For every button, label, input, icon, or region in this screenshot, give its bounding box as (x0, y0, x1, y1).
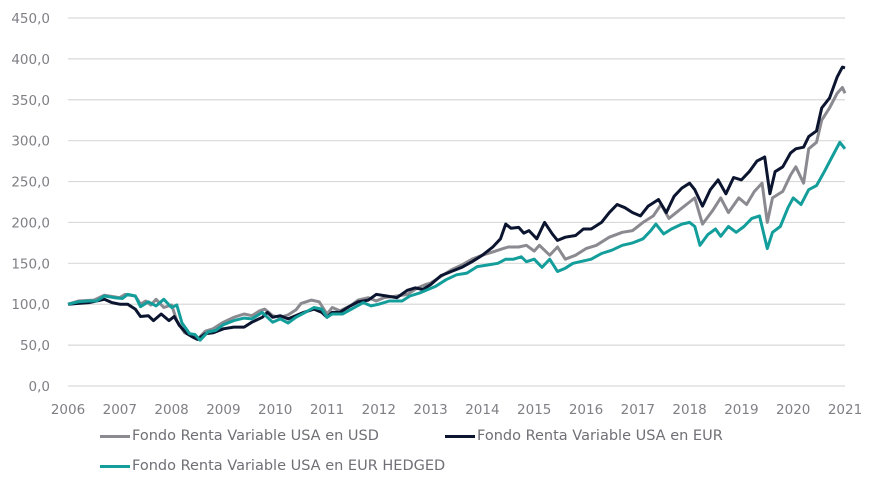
legend-label-eur: Fondo Renta Variable USA en EUR (477, 428, 723, 444)
x-tick-label: 2012 (362, 402, 396, 418)
y-tick-label: 250,0 (11, 175, 50, 191)
x-tick-label: 2017 (621, 402, 655, 418)
legend-swatch-usd (100, 434, 130, 438)
y-tick-label: 50,0 (20, 338, 50, 354)
legend-swatch-eur-hedged (100, 464, 130, 468)
x-tick-label: 2014 (465, 402, 499, 418)
legend-label-eur-hedged: Fondo Renta Variable USA en EUR HEDGED (132, 458, 446, 474)
line-chart: 0,0 50,0 100,0 150,0 200,0 250,0 300,0 350,0 400… (11, 11, 862, 418)
y-tick-label: 400,0 (11, 52, 50, 68)
x-tick-label: 2007 (103, 402, 137, 418)
x-tick-label: 2019 (724, 402, 758, 418)
y-tick-label: 350,0 (11, 93, 50, 109)
series-line-eur-hedged (67, 140, 847, 342)
y-tick-label: 200,0 (11, 215, 50, 231)
y-tick-label: 300,0 (11, 134, 50, 150)
x-tick-label: 2015 (517, 402, 551, 418)
y-tick-label: 150,0 (11, 256, 50, 272)
y-axis-ticks: 0,0 50,0 100,0 150,0 200,0 250,0 300,0 350,0 400… (11, 11, 50, 395)
legend-item-usd[interactable]: Fondo Renta Variable USA en USD (100, 428, 379, 444)
x-tick-label: 2011 (310, 402, 344, 418)
x-tick-label: 2018 (672, 402, 706, 418)
y-tick-label: 100,0 (11, 297, 50, 313)
x-tick-label: 2010 (258, 402, 292, 418)
x-tick-label: 2021 (828, 402, 862, 418)
series-line-usd (67, 86, 847, 341)
legend-item-eur[interactable]: Fondo Renta Variable USA en EUR (445, 428, 723, 444)
x-axis-ticks: 2006 2007 2008 2009 2010 2011 2012 2013 2014 2015… (51, 402, 862, 418)
y-tick-label: 450,0 (11, 11, 50, 27)
series-lines (67, 65, 847, 342)
x-tick-label: 2006 (51, 402, 85, 418)
series-line-eur (67, 65, 846, 341)
legend-item-eur-hedged[interactable]: Fondo Renta Variable USA en EUR HEDGED (100, 458, 445, 474)
y-tick-label: 0,0 (29, 379, 50, 395)
x-tick-label: 2008 (154, 402, 188, 418)
gridlines (68, 17, 845, 387)
x-tick-label: 2020 (776, 402, 810, 418)
legend-swatch-eur (445, 434, 475, 438)
x-tick-label: 2009 (206, 402, 240, 418)
x-tick-label: 2016 (569, 402, 603, 418)
x-tick-label: 2013 (413, 402, 447, 418)
legend-label-usd: Fondo Renta Variable USA en USD (132, 428, 379, 444)
